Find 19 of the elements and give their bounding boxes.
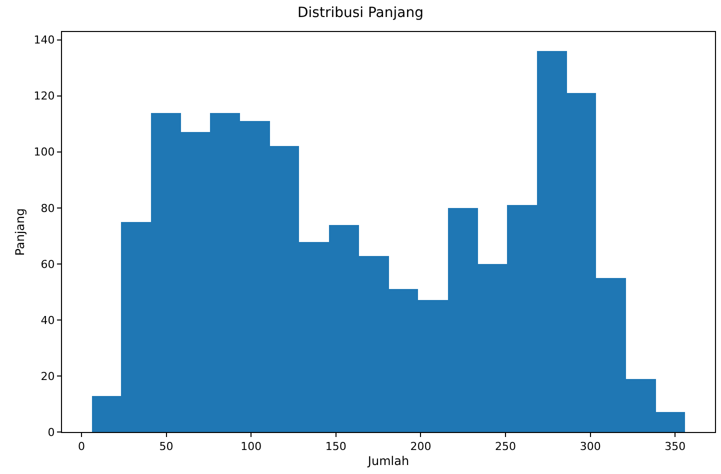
x-tick-label: 300: [580, 440, 601, 454]
x-tick-label: 350: [664, 440, 686, 454]
x-axis-title: Jumlah: [366, 454, 410, 468]
y-axis-title: Panjang: [13, 208, 28, 256]
y-tick-label: 120: [34, 90, 55, 103]
y-tick-label: 80: [40, 202, 55, 215]
y-tick-label: 60: [40, 258, 55, 271]
y-tick-label: 140: [34, 34, 55, 47]
chart-title: Distribusi Panjang: [298, 4, 424, 21]
x-tick-label: 0: [78, 440, 86, 454]
x-tick-label: 50: [159, 440, 174, 454]
x-tick-label: 150: [325, 440, 346, 454]
y-tick-label: 100: [34, 146, 55, 159]
y-tick-label: 0: [48, 426, 55, 439]
x-tick-label: 100: [240, 440, 262, 454]
y-tick-label: 20: [40, 370, 55, 383]
y-tick-label: 40: [40, 314, 55, 327]
x-tick-label: 250: [495, 440, 516, 454]
x-tick-label: 200: [410, 440, 432, 454]
